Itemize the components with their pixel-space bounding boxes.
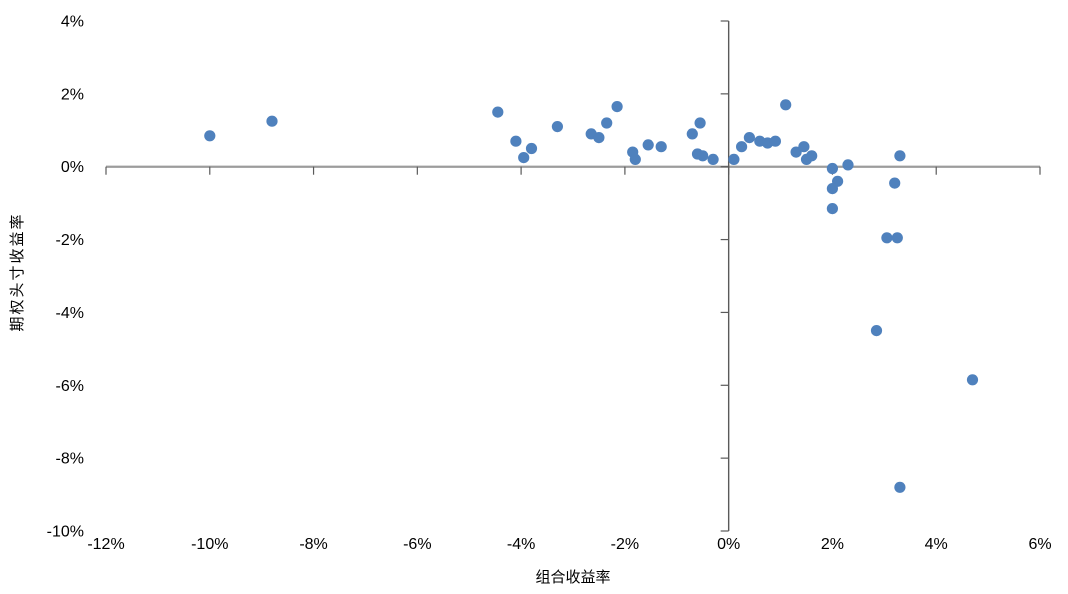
y-axis-title: 期权头寸收益率 <box>8 212 26 331</box>
data-points-layer <box>204 99 979 493</box>
data-point <box>611 101 623 113</box>
data-point <box>629 153 641 165</box>
data-point <box>642 139 654 151</box>
data-point <box>826 162 839 175</box>
y-tick-label: 4% <box>61 14 84 31</box>
x-axis-title: 组合收益率 <box>535 568 610 586</box>
x-tick-label: -10% <box>191 536 228 553</box>
data-point <box>966 374 979 386</box>
data-point <box>707 153 719 165</box>
x-tick-label: 4% <box>925 536 948 553</box>
x-tick-label: 2% <box>821 536 844 553</box>
x-tick-label: 6% <box>1028 536 1051 553</box>
y-tick-label: 0% <box>61 159 84 176</box>
data-point <box>601 117 613 129</box>
axes-layer: -12% -10% -8% -6% -4% -2% 0% 2% 4% 6%4%2%0%-2%-4%… <box>47 14 1052 554</box>
data-point <box>826 203 839 215</box>
data-point <box>826 183 839 195</box>
y-tick-label: -10% <box>47 524 84 541</box>
data-point <box>881 232 893 244</box>
data-point <box>266 115 278 127</box>
data-point <box>510 135 522 147</box>
data-point <box>870 325 883 337</box>
data-point <box>769 135 782 147</box>
data-point <box>593 132 605 144</box>
x-tick-label: -4% <box>507 536 535 553</box>
x-tick-label: -12% <box>87 536 124 553</box>
data-point <box>518 152 530 164</box>
data-point <box>697 150 709 162</box>
data-point <box>889 177 901 189</box>
data-point <box>780 99 792 111</box>
x-tick-label: -8% <box>299 536 327 553</box>
data-point <box>525 142 538 155</box>
data-point <box>798 141 810 153</box>
x-tick-label: -2% <box>611 536 639 553</box>
data-point <box>806 150 818 162</box>
data-point <box>655 141 667 153</box>
data-point <box>894 481 906 493</box>
data-point <box>894 150 906 162</box>
data-point <box>686 128 698 140</box>
y-tick-label: -2% <box>56 232 84 249</box>
y-tick-label: 2% <box>61 86 84 103</box>
data-point <box>204 130 216 142</box>
data-point <box>790 146 802 158</box>
data-point <box>551 121 564 133</box>
data-point <box>743 132 756 144</box>
y-tick-label: -6% <box>56 378 84 395</box>
data-point <box>842 159 854 171</box>
data-point <box>492 106 504 118</box>
data-point <box>728 153 740 165</box>
data-point <box>736 141 748 153</box>
data-point <box>694 117 706 129</box>
data-point <box>891 232 903 244</box>
x-tick-label: -6% <box>403 536 431 553</box>
y-tick-label: -8% <box>56 451 84 468</box>
y-tick-label: -4% <box>56 305 84 322</box>
x-tick-label: 0% <box>717 536 740 553</box>
